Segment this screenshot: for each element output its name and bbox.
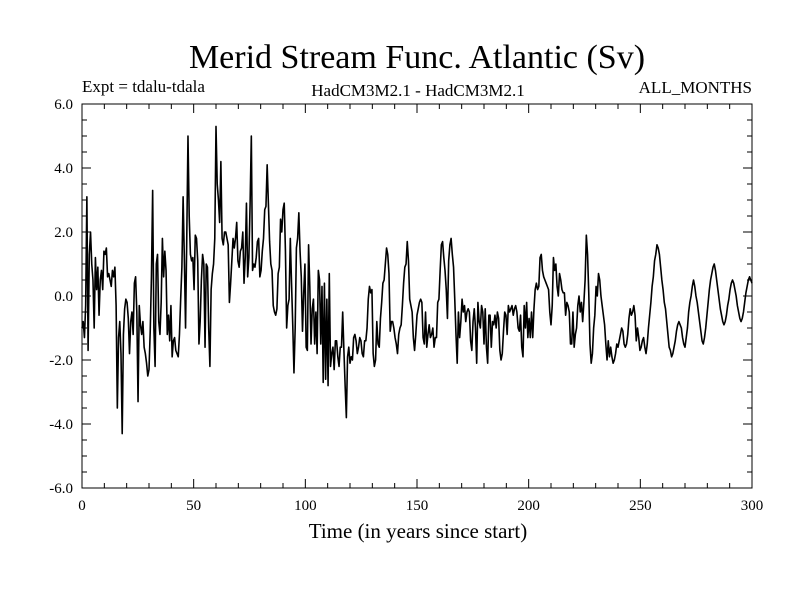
x-tick-label: 50 — [186, 498, 201, 514]
x-tick-label: 300 — [741, 498, 764, 514]
axis-tick-labels: 0 50 100 150 200 250 300 6.0 4.0 2.0 0.0 -2.0 -4.0 -6… — [49, 97, 763, 514]
x-tick-label: 150 — [406, 498, 429, 514]
x-tick-label: 100 — [294, 498, 317, 514]
subtitle-models: HadCM3M2.1 - HadCM3M2.1 — [311, 81, 524, 100]
x-axis-label: Time (in years since start) — [309, 519, 528, 543]
subtitle-experiment: Expt = tdalu-tdala — [82, 77, 205, 96]
y-tick-label: -2.0 — [49, 353, 73, 369]
x-tick-label: 200 — [517, 498, 540, 514]
y-tick-label: -6.0 — [49, 481, 73, 497]
y-tick-label: -4.0 — [49, 417, 73, 433]
series-group — [81, 125, 753, 435]
x-tick-label: 0 — [78, 498, 86, 514]
series-line — [81, 125, 753, 435]
y-tick-label: 6.0 — [54, 97, 73, 113]
subtitle-months: ALL_MONTHS — [639, 78, 752, 97]
y-tick-label: 0.0 — [54, 289, 73, 305]
x-tick-label: 250 — [629, 498, 652, 514]
chart-title: Merid Stream Func. Atlantic (Sv) — [189, 39, 645, 76]
axis-ticks — [81, 103, 753, 489]
y-tick-label: 4.0 — [54, 161, 73, 177]
y-tick-label: 2.0 — [54, 225, 73, 241]
